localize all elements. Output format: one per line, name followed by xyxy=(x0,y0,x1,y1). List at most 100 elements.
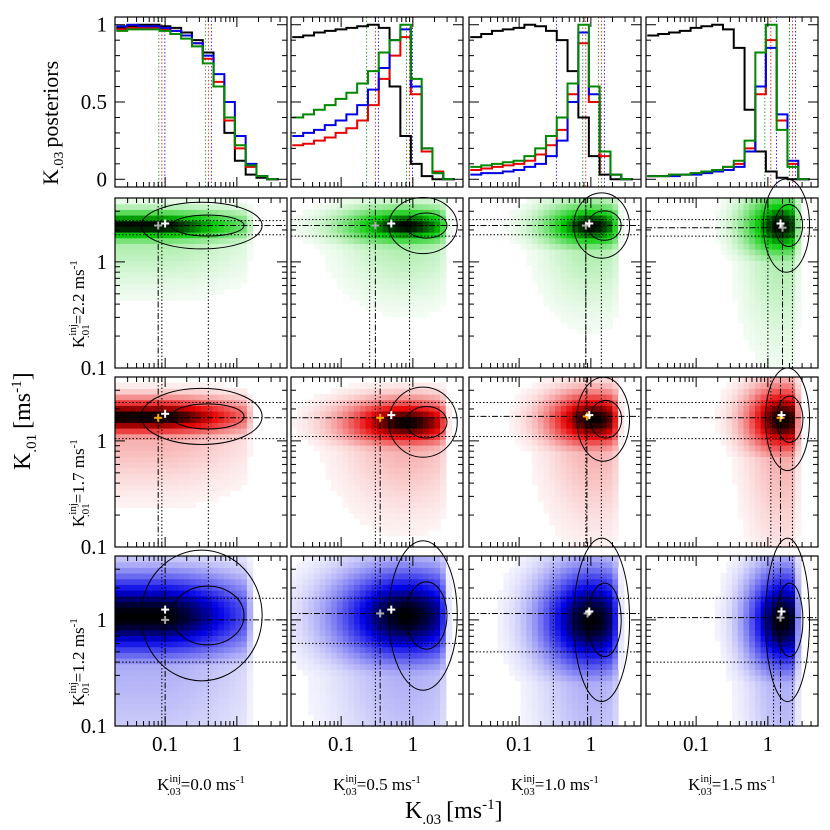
heatmap-cell xyxy=(777,484,785,491)
heatmap-cell xyxy=(612,300,619,307)
heatmap-cell xyxy=(223,411,231,418)
heatmap-cell xyxy=(560,462,568,469)
heatmap-cell xyxy=(115,388,122,395)
heatmap-cell xyxy=(143,411,150,418)
heatmap-cell xyxy=(440,399,447,406)
heatmap-cell xyxy=(206,714,214,721)
heatmap-cell xyxy=(595,439,602,446)
heatmap-cell xyxy=(743,277,750,284)
heatmap-cell xyxy=(411,209,418,216)
heatmap-cell xyxy=(543,283,550,290)
heatmap-cell xyxy=(789,351,796,358)
heatmap-cell xyxy=(743,220,750,227)
heatmap-cell xyxy=(235,467,242,474)
heatmap-cell xyxy=(411,456,418,463)
heatmap-cell xyxy=(137,703,145,710)
heatmap-cell xyxy=(115,467,122,474)
heatmap-cell xyxy=(520,226,527,233)
heatmap-cell xyxy=(166,601,173,608)
heatmap-cell xyxy=(241,462,248,469)
heatmap-cell xyxy=(325,394,332,401)
heatmap-cell xyxy=(149,445,156,452)
heatmap-cell xyxy=(754,445,762,452)
heatmap-cell xyxy=(115,496,122,503)
heatmap-cell xyxy=(342,388,349,395)
heatmap-cell xyxy=(115,215,122,222)
heatmap-cell xyxy=(160,573,168,580)
heatmap-cell xyxy=(772,445,779,452)
heatmap-cell xyxy=(143,479,150,486)
heatmap-cell xyxy=(411,501,418,508)
heatmap-cell xyxy=(422,411,430,418)
heatmap-cell xyxy=(354,479,361,486)
heatmap-cell xyxy=(399,237,407,244)
posterior-panel-bg xyxy=(291,17,463,187)
heatmap-cell xyxy=(434,388,441,395)
heatmap-cell xyxy=(555,416,562,423)
heatmap-cell xyxy=(388,209,395,216)
heatmap-cell xyxy=(566,215,573,222)
heatmap-cell xyxy=(754,530,762,537)
heatmap-cell xyxy=(422,249,430,256)
heatmap-cell xyxy=(342,237,349,244)
heatmap-cell xyxy=(405,416,412,423)
heatmap-cell xyxy=(382,271,390,278)
heatmap-cell xyxy=(137,399,145,406)
heatmap-cell xyxy=(218,473,225,480)
heatmap-cell xyxy=(555,260,562,267)
heatmap-cell xyxy=(405,271,412,278)
heatmap-cell xyxy=(726,237,733,244)
heatmap-cell xyxy=(754,351,762,358)
heatmap-cell xyxy=(543,377,550,384)
heatmap-cell xyxy=(422,490,430,497)
heatmap-cell xyxy=(115,462,122,469)
heatmap-cell xyxy=(577,382,585,389)
heatmap-cell xyxy=(434,428,441,435)
heatmap-cell xyxy=(783,541,790,548)
heatmap-cell xyxy=(155,635,162,642)
heatmap-cell xyxy=(549,283,556,290)
heatmap-cell xyxy=(183,271,191,278)
heatmap-cell xyxy=(583,215,590,222)
heatmap-cell xyxy=(783,496,790,503)
heatmap-cell xyxy=(178,703,185,710)
heatmap-cell xyxy=(160,703,168,710)
heatmap-cell xyxy=(577,541,585,548)
heatmap-cell xyxy=(743,226,750,233)
heatmap-cell xyxy=(422,507,430,514)
heatmap-cell xyxy=(572,220,579,227)
heatmap-cell xyxy=(789,249,796,256)
heatmap-cell xyxy=(417,254,424,261)
heatmap-cell xyxy=(178,697,185,704)
heatmap-cell xyxy=(754,473,762,480)
heatmap-cell xyxy=(417,507,424,514)
heatmap-cell xyxy=(115,232,122,239)
heatmap-cell xyxy=(434,198,441,205)
heatmap-cell xyxy=(566,294,573,301)
heatmap-cell xyxy=(155,607,162,614)
heatmap-cell xyxy=(195,561,202,568)
heatmap-cell xyxy=(319,243,326,250)
heatmap-cell xyxy=(166,232,173,239)
heatmap-cell xyxy=(365,300,372,307)
heatmap-cell xyxy=(577,473,585,480)
heatmap-cell xyxy=(583,271,590,278)
heatmap-cell xyxy=(422,513,430,520)
heatmap-cell xyxy=(777,266,785,273)
heatmap-cell xyxy=(388,524,395,531)
heatmap-cell xyxy=(555,399,562,406)
heatmap-cell xyxy=(388,473,395,480)
heatmap-cell xyxy=(555,215,562,222)
heatmap-cell xyxy=(183,675,191,682)
heatmap-cell xyxy=(428,394,435,401)
heatmap-cell xyxy=(137,484,145,491)
heatmap-cell xyxy=(732,203,739,210)
heatmap-cell xyxy=(229,411,236,418)
heatmap-cell xyxy=(206,629,214,636)
heatmap-cell xyxy=(183,618,191,625)
heatmap-cell xyxy=(336,209,344,216)
heatmap-cell xyxy=(348,271,355,278)
heatmap-cell xyxy=(189,490,196,497)
heatmap-cell xyxy=(566,490,573,497)
heatmap-cell xyxy=(172,720,179,727)
